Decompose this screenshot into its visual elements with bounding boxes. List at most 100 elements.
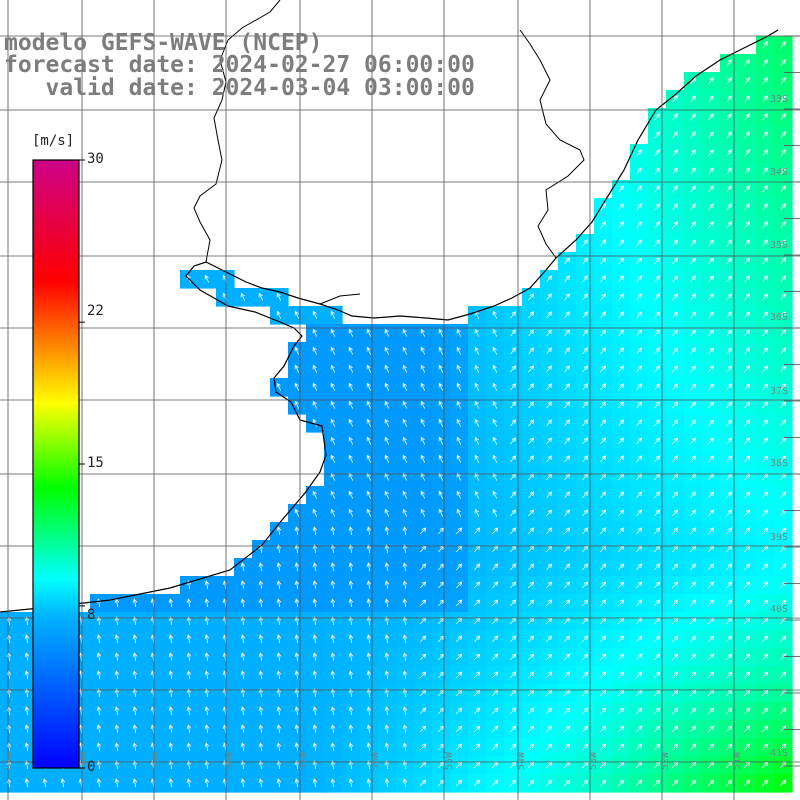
wind-arrow bbox=[348, 670, 354, 679]
wind-arrow bbox=[780, 347, 787, 355]
wind-cell bbox=[522, 576, 541, 595]
wind-arrow bbox=[726, 329, 733, 337]
wind-arrow bbox=[330, 634, 336, 643]
wind-arrow bbox=[510, 419, 517, 427]
wind-cell bbox=[648, 666, 667, 685]
wind-arrow bbox=[509, 707, 517, 715]
wind-arrow bbox=[690, 311, 697, 319]
wind-cell bbox=[684, 216, 703, 235]
wind-arrow bbox=[420, 400, 426, 409]
wind-arrow bbox=[708, 113, 714, 121]
wind-arrow bbox=[455, 725, 463, 733]
wind-cell bbox=[738, 450, 757, 469]
wind-arrow bbox=[618, 293, 625, 301]
wind-arrow bbox=[509, 779, 517, 787]
wind-cell bbox=[486, 720, 505, 739]
wind-arrow bbox=[708, 563, 715, 571]
wind-cell bbox=[774, 36, 793, 55]
wind-arrow bbox=[690, 185, 696, 193]
wind-cell bbox=[558, 342, 577, 361]
wind-cell bbox=[702, 90, 721, 109]
wind-arrow bbox=[510, 599, 517, 607]
wind-arrow bbox=[690, 239, 697, 247]
wind-cell bbox=[666, 252, 685, 271]
wind-cell bbox=[720, 774, 739, 793]
wind-cell bbox=[666, 702, 685, 721]
wind-arrow bbox=[744, 437, 751, 445]
wind-arrow bbox=[600, 329, 607, 337]
wind-arrow bbox=[276, 634, 282, 643]
wind-cell bbox=[702, 396, 721, 415]
wind-arrow bbox=[330, 454, 336, 463]
wind-arrow bbox=[186, 634, 192, 643]
wind-cell bbox=[720, 558, 739, 577]
wind-arrow bbox=[294, 778, 300, 787]
wind-arrow bbox=[672, 509, 679, 517]
wind-arrow bbox=[420, 418, 426, 427]
wind-cell bbox=[522, 558, 541, 577]
wind-arrow bbox=[618, 221, 625, 229]
wind-cell bbox=[486, 630, 505, 649]
wind-cell bbox=[756, 702, 775, 721]
wind-arrow bbox=[761, 779, 769, 787]
wind-cell bbox=[612, 324, 631, 343]
wind-cell bbox=[612, 774, 631, 793]
wind-arrow bbox=[780, 455, 787, 463]
wind-cell bbox=[756, 774, 775, 793]
wind-arrow bbox=[348, 526, 354, 535]
wind-arrow bbox=[654, 311, 661, 319]
wind-arrow bbox=[348, 598, 354, 607]
wind-cell bbox=[774, 432, 793, 451]
wind-arrow bbox=[636, 329, 643, 337]
wind-arrow bbox=[690, 293, 697, 301]
wind-cell bbox=[738, 144, 757, 163]
wind-arrow bbox=[708, 329, 715, 337]
wind-cell bbox=[774, 270, 793, 289]
wind-cell bbox=[468, 666, 487, 685]
wind-arrow bbox=[456, 418, 462, 427]
wind-cell bbox=[504, 378, 523, 397]
wind-arrow bbox=[617, 671, 625, 679]
wind-cell bbox=[684, 396, 703, 415]
wind-arrow bbox=[420, 364, 426, 373]
wind-arrow bbox=[24, 670, 30, 679]
wind-arrow bbox=[330, 400, 336, 409]
wind-arrow bbox=[600, 257, 607, 265]
wind-cell bbox=[450, 648, 469, 667]
wind-arrow bbox=[114, 670, 120, 679]
wind-cell bbox=[450, 666, 469, 685]
wind-cell bbox=[774, 450, 793, 469]
wind-cell bbox=[702, 612, 721, 631]
colorbar-units: [m/s] bbox=[32, 133, 75, 149]
wind-arrow bbox=[708, 311, 715, 319]
wind-cell bbox=[486, 540, 505, 559]
wind-cell bbox=[666, 108, 685, 127]
wind-cell bbox=[756, 342, 775, 361]
wind-cell bbox=[450, 702, 469, 721]
wind-cell bbox=[468, 648, 487, 667]
wind-cell bbox=[630, 756, 649, 775]
wind-arrow bbox=[635, 707, 643, 715]
wind-arrow bbox=[348, 454, 354, 463]
wind-cell bbox=[504, 306, 523, 325]
wind-arrow bbox=[204, 580, 210, 589]
wind-cell bbox=[432, 738, 451, 757]
wind-arrow bbox=[618, 635, 625, 643]
wind-arrow bbox=[689, 725, 697, 733]
wind-cell bbox=[594, 396, 613, 415]
wind-arrow bbox=[762, 275, 769, 283]
wind-arrow bbox=[474, 581, 481, 589]
wind-cell bbox=[540, 558, 559, 577]
wind-cell bbox=[432, 540, 451, 559]
wind-arrow bbox=[132, 778, 138, 787]
wind-arrow bbox=[384, 472, 390, 481]
wind-arrow bbox=[726, 401, 733, 409]
wind-arrow bbox=[600, 383, 607, 391]
wind-cell bbox=[666, 270, 685, 289]
wind-cell bbox=[702, 756, 721, 775]
wind-arrow bbox=[114, 706, 120, 715]
wind-arrow bbox=[708, 167, 714, 175]
wind-arrow bbox=[402, 580, 408, 589]
wind-arrow bbox=[708, 653, 715, 661]
wind-arrow bbox=[564, 365, 571, 373]
